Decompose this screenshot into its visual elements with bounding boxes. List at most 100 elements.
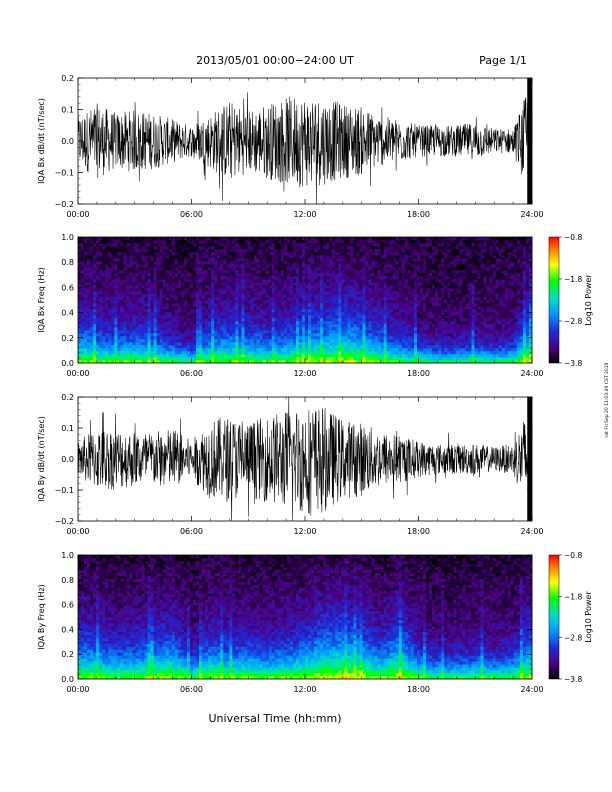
spectrogram-cell [162,312,167,316]
spectrogram-cell [407,303,412,307]
spectrogram-cell [253,300,257,304]
spectrogram-cell [295,321,300,325]
spectrogram-cell [253,240,257,244]
spectrogram-cell [150,324,154,328]
spectrogram-cell [87,294,91,298]
spectrogram-cell [301,267,306,271]
spectrogram-cell [301,270,306,274]
spectrogram-cell [208,342,212,346]
spectrogram-cell [398,273,403,277]
spectrogram-cell [135,306,139,310]
spectrogram-cell [395,240,400,244]
spectrogram-cell [193,300,197,304]
spectrogram-cell [144,252,148,256]
spectrogram-cell [150,255,154,259]
spectrogram-cell [283,276,288,280]
spectrogram-cell [162,282,167,286]
spectrogram-cell [292,339,297,343]
spectrogram-cell [78,261,82,265]
spectrogram-cell [314,357,318,361]
spectrogram-cell [389,246,394,250]
spectrogram-cell [171,261,176,265]
spectrogram-cell [99,345,103,349]
spectrogram-cell [141,330,145,334]
spectrogram-cell [90,258,94,262]
spectrogram-cell [323,330,327,334]
spectrogram-cell [168,261,173,265]
spectrogram-cell [153,273,157,277]
spectrogram-cell [413,270,418,274]
spectrogram-cell [268,291,273,295]
spectrogram-cell [323,258,327,262]
spectrogram-cell [311,282,315,286]
spectrogram-cell [156,276,161,280]
spectrogram-cell [289,339,294,343]
spectrogram-cell [102,249,106,253]
spectrogram-cell [138,318,142,322]
spectrogram-cell [383,240,388,244]
spectrogram-cell [353,279,357,283]
spectrogram-cell [232,279,236,283]
spectrogram-cell [271,258,276,262]
spectrogram-cell [84,354,88,358]
spectrogram-cell [247,339,251,343]
spectrogram-cell [193,282,197,286]
spectrogram-cell [78,288,82,292]
spectrogram-cell [220,342,224,346]
spectrogram-cell [153,345,157,349]
spectrogram-cell [141,255,145,259]
spectrogram-cell [371,270,375,274]
spectrogram-cell [416,348,421,352]
spectrogram-cell [347,345,351,349]
spectrogram-cell [265,345,269,349]
spectrogram-cell [78,291,82,295]
spectrogram-cell [129,315,133,319]
spectrogram-cell [78,315,82,319]
spectrogram-cell [168,330,173,334]
spectrogram-cell [138,288,142,292]
spectrogram-cell [426,309,430,313]
spectrogram-cell [144,273,148,277]
spectrogram-cell [220,291,224,295]
spectrogram-cell [241,327,245,331]
spectrogram-cell [177,351,182,355]
spectrogram-cell [84,279,88,283]
spectrogram-cell [144,249,148,253]
spectrogram-cell [78,246,82,250]
spectrogram-cell [99,279,103,283]
spectrogram-cell [404,330,409,334]
spectrogram-cell [99,252,103,256]
spectrogram-cell [389,342,394,346]
spectrogram-cell [329,315,333,319]
spectrogram-cell [329,243,333,247]
spectrogram-cell [295,282,300,286]
spectrogram-cell [314,279,318,283]
spectrogram-cell [135,246,139,250]
spectrogram-cell [171,303,176,307]
spectrogram-cell [238,291,242,295]
spectrogram-cell [132,324,136,328]
spectrogram-cell [174,279,179,283]
spectrogram-cell [404,243,409,247]
spectrogram-cell [202,288,206,292]
spectrogram-cell [159,348,164,352]
spectrogram-cell [280,351,285,355]
spectrogram-cell [335,282,339,286]
spectrogram-cell [244,327,248,331]
spectrogram-cell [238,330,242,334]
spectrogram-cell [96,345,100,349]
spectrogram-cell [174,267,179,271]
spectrogram-cell [247,249,251,253]
spectrogram-cell [401,336,406,340]
spectrogram-cell [238,333,242,337]
spectrogram-cell [259,273,263,277]
spectrogram-cell [202,297,206,301]
spectrogram-cell [356,285,360,289]
spectrogram-cell [165,252,170,256]
spectrogram-cell [247,303,251,307]
spectrogram-cell [250,291,254,295]
spectrogram-cell [392,264,397,268]
spectrogram-cell [383,348,388,352]
spectrogram-cell [223,315,227,319]
spectrogram-cell [365,252,369,256]
